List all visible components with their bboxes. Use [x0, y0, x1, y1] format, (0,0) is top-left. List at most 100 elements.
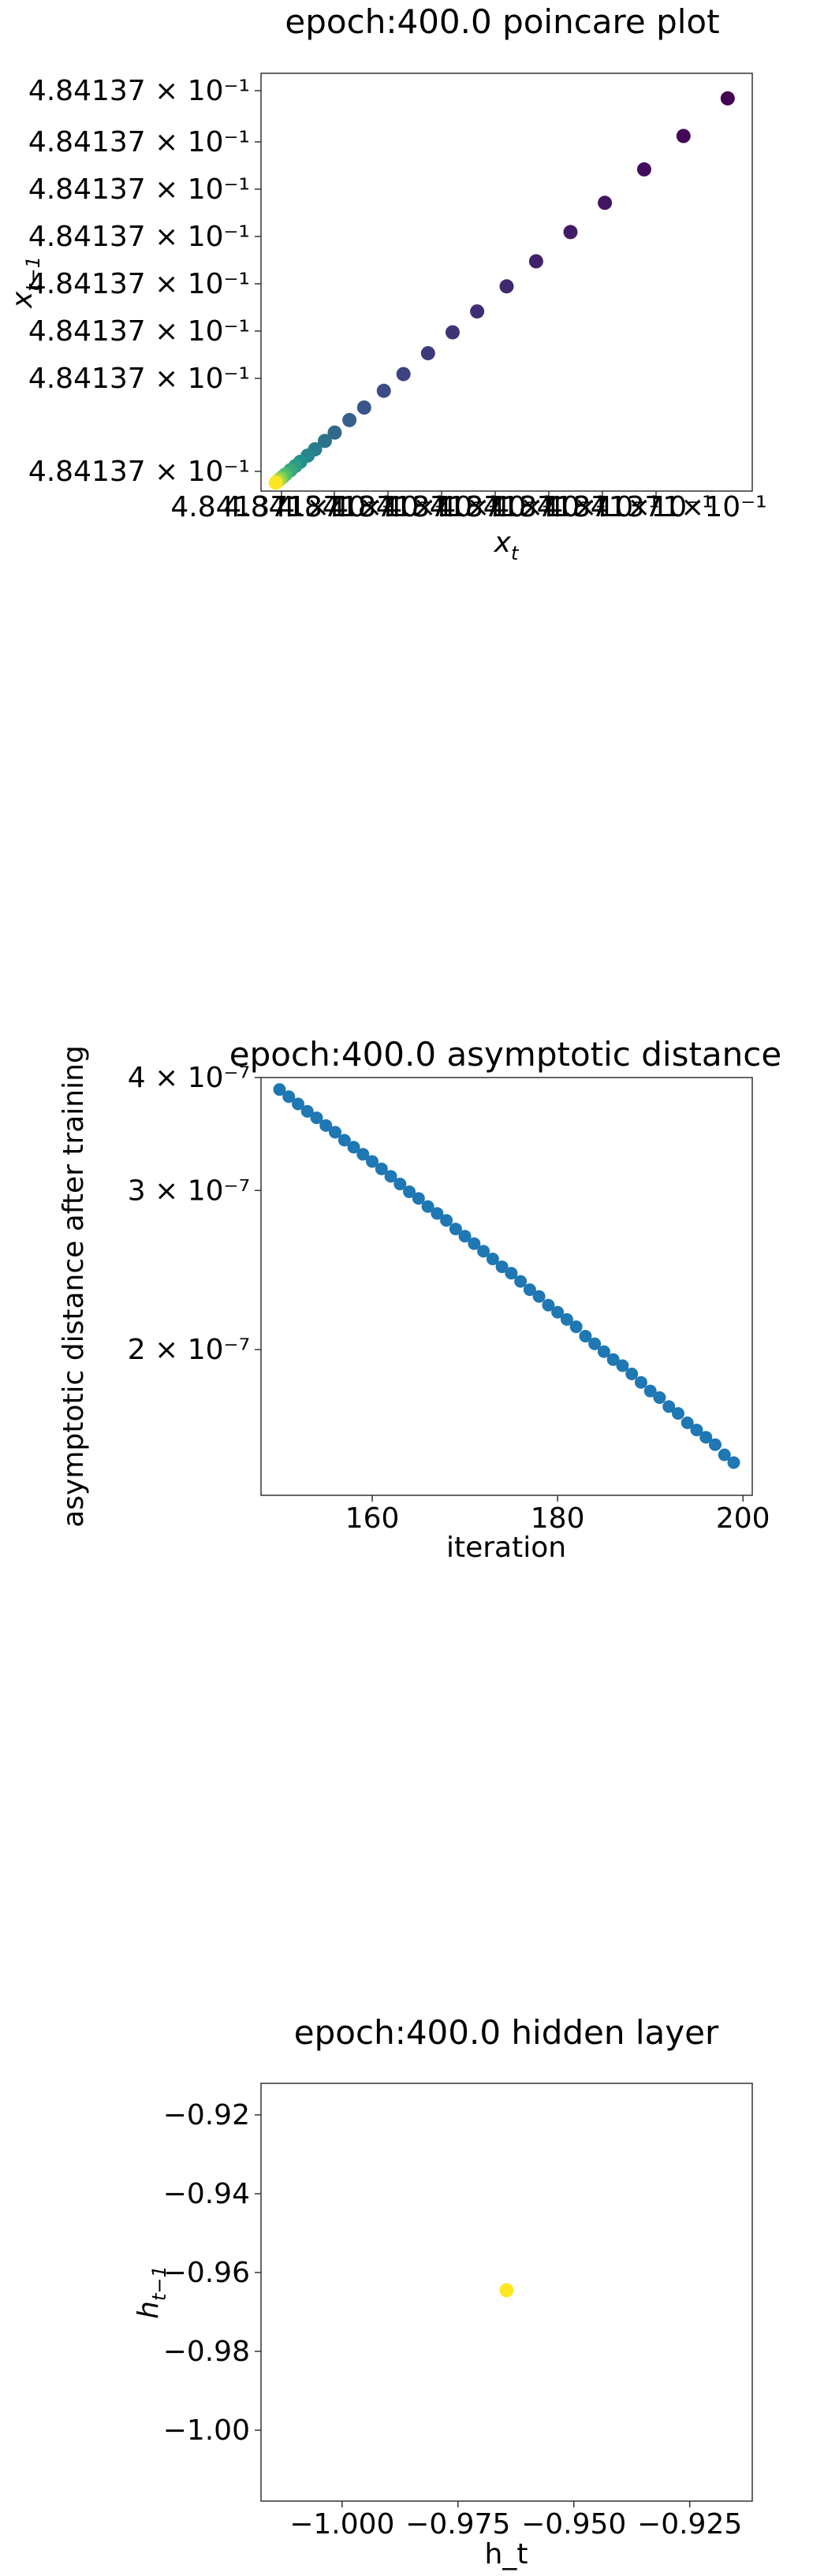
asymptotic-point — [468, 1237, 481, 1250]
asymptotic-point — [486, 1253, 499, 1266]
asymptotic-point — [403, 1185, 416, 1198]
poincare-point — [396, 367, 411, 382]
poincare-point — [499, 279, 514, 294]
poincare-x-label: xt — [494, 527, 520, 564]
poincare-point — [445, 325, 460, 340]
hidden-plot-area — [260, 2083, 753, 2502]
poincare-x-tick-label: 4.841371×10⁻¹ — [545, 491, 766, 523]
poincare-x-tick-label: 4.841371×10⁻¹ — [384, 491, 606, 523]
asymptotic-point — [477, 1245, 490, 1258]
asymptotic-point — [551, 1305, 565, 1319]
poincare-points — [268, 91, 735, 490]
poincare-point — [356, 400, 371, 415]
asymptotic-x-label: iteration — [446, 1532, 566, 1564]
asymptotic-point — [616, 1359, 629, 1372]
asymptotic-x-tick-label: 160 — [345, 1502, 400, 1535]
asymptotic-point — [662, 1400, 676, 1413]
asymptotic-point — [273, 1083, 286, 1096]
hidden-y-label: ht−1 — [132, 2265, 170, 2319]
poincare-y-tick-label: 4.84137 × 10⁻¹ — [28, 221, 250, 253]
hidden-y-tick-label: −1.00 — [163, 2414, 250, 2447]
asymptotic-point — [606, 1353, 620, 1366]
asymptotic-y-tick-label: 4 × 10⁻⁷ — [128, 1062, 250, 1094]
asymptotic-points — [273, 1083, 740, 1469]
asymptotic-y-ticks: 4 × 10⁻⁷ 3 × 10⁻⁷ 2 × 10⁻⁷ — [128, 1062, 261, 1366]
asymptotic-point — [329, 1126, 342, 1139]
asymptotic-point — [643, 1384, 657, 1398]
asymptotic-point — [523, 1283, 536, 1297]
asymptotic-point — [347, 1141, 360, 1154]
asymptotic-point — [449, 1223, 462, 1236]
asymptotic-point — [384, 1170, 397, 1183]
asymptotic-point — [625, 1368, 639, 1381]
asymptotic-y-tick-label: 2 × 10⁻⁷ — [128, 1334, 250, 1366]
asymptotic-point — [699, 1431, 713, 1444]
asymptotic-point — [319, 1119, 333, 1132]
poincare-point — [598, 195, 613, 210]
asymptotic-point — [393, 1178, 407, 1191]
poincare-point — [636, 162, 651, 177]
asymptotic-point — [708, 1438, 722, 1451]
poincare-y-tick-label: 4.84137 × 10⁻¹ — [28, 268, 250, 300]
hidden-x-tick-label: −1.000 — [289, 2508, 394, 2541]
asymptotic-point — [653, 1391, 666, 1405]
poincare-y-tick-label: 4.84137 × 10⁻¹ — [28, 363, 250, 395]
asymptotic-point — [505, 1267, 518, 1280]
poincare-y-tick-label: 4.84137 × 10⁻¹ — [28, 456, 250, 488]
asymptotic-panel: epoch:400.0 asymptotic distance 4 × 10⁻⁷… — [58, 1035, 781, 1564]
poincare-title: epoch:400.0 poincare plot — [285, 2, 719, 41]
poincare-point — [676, 128, 691, 143]
hidden-y-tick-label: −0.96 — [163, 2257, 250, 2289]
poincare-x-tick-label: 4.841371×10⁻¹ — [277, 491, 498, 523]
hidden-y-tick-label: −0.98 — [163, 2336, 250, 2368]
asymptotic-point — [597, 1345, 610, 1358]
asymptotic-point — [690, 1424, 703, 1437]
asymptotic-x-tick-label: 180 — [531, 1502, 585, 1535]
poincare-x-tick-labels: 4.841371×10⁻¹4.841371×10⁻¹4.841371×10⁻¹4… — [170, 491, 767, 523]
asymptotic-point — [375, 1162, 388, 1175]
poincare-point — [470, 304, 485, 319]
asymptotic-point — [458, 1230, 472, 1243]
poincare-y-tick-labels: 4.84137 × 10⁻¹ 4.84137 × 10⁻¹ 4.84137 × 10… — [28, 75, 261, 488]
poincare-y-tick-label: 4.84137 × 10⁻¹ — [28, 75, 250, 107]
poincare-point — [268, 475, 283, 490]
asymptotic-x-ticks: 160 180 200 — [345, 1495, 770, 1535]
asymptotic-point — [588, 1337, 602, 1350]
poincare-y-tick-label: 4.84137 × 10⁻¹ — [28, 126, 250, 158]
poincare-x-tick-label: 4.841371×10⁻¹ — [330, 491, 552, 523]
hidden-y-tick-label: −0.94 — [163, 2178, 250, 2210]
poincare-x-tick-label: 4.841371×10⁻¹ — [491, 491, 713, 523]
hidden-point — [499, 2283, 514, 2298]
hidden-title: epoch:400.0 hidden layer — [294, 2013, 719, 2052]
poincare-point — [720, 91, 735, 106]
asymptotic-y-tick-label: 3 × 10⁻⁷ — [128, 1174, 250, 1207]
poincare-point — [327, 425, 342, 440]
asymptotic-point — [431, 1207, 444, 1220]
poincare-point — [342, 412, 357, 427]
asymptotic-point — [440, 1214, 453, 1227]
asymptotic-point — [292, 1097, 305, 1111]
asymptotic-point — [681, 1416, 694, 1429]
hidden-x-tick-label: −0.975 — [405, 2508, 510, 2541]
asymptotic-point — [727, 1456, 740, 1469]
asymptotic-point — [579, 1330, 592, 1343]
asymptotic-y-label: asymptotic distance after training — [58, 1045, 90, 1528]
asymptotic-title: epoch:400.0 asymptotic distance — [229, 1035, 781, 1074]
asymptotic-point — [634, 1375, 647, 1389]
asymptotic-point — [421, 1200, 434, 1213]
poincare-point — [563, 225, 578, 240]
hidden-y-ticks: −0.92 −0.94 −0.96 −0.98 −1.00 — [163, 2099, 261, 2447]
asymptotic-point — [560, 1312, 573, 1326]
hidden-x-tick-label: −0.950 — [521, 2508, 626, 2541]
hidden-x-label: h_t — [485, 2538, 528, 2570]
poincare-plot-area — [260, 73, 753, 492]
asymptotic-point — [282, 1090, 296, 1104]
hidden-x-tick-label: −0.925 — [637, 2508, 742, 2541]
asymptotic-point — [337, 1134, 351, 1147]
hidden-x-ticks: −1.000 −0.975 −0.950 −0.925 — [289, 2501, 742, 2541]
poincare-x-tick-label: 4.841371×10⁻¹ — [438, 491, 659, 523]
poincare-point — [528, 254, 543, 269]
asymptotic-point — [569, 1320, 583, 1334]
asymptotic-point — [356, 1148, 370, 1161]
